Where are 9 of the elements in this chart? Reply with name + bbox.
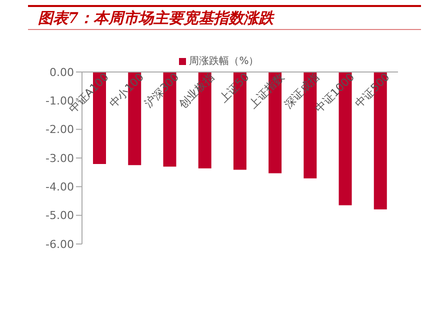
y-tick-label: -3.00 bbox=[46, 152, 74, 165]
y-tick-label: -6.00 bbox=[46, 238, 74, 251]
y-tick-label: 0.00 bbox=[50, 66, 74, 79]
legend-label: 周涨跌幅（%） bbox=[189, 54, 259, 68]
chart-title: 图表7：本周市场主要宽基指数涨跌 bbox=[38, 9, 274, 28]
y-tick-label: -5.00 bbox=[46, 209, 74, 222]
y-tick-label: -2.00 bbox=[46, 123, 74, 136]
x-tick-label: 上证50 bbox=[217, 70, 252, 106]
y-tick-label: -4.00 bbox=[46, 180, 74, 194]
